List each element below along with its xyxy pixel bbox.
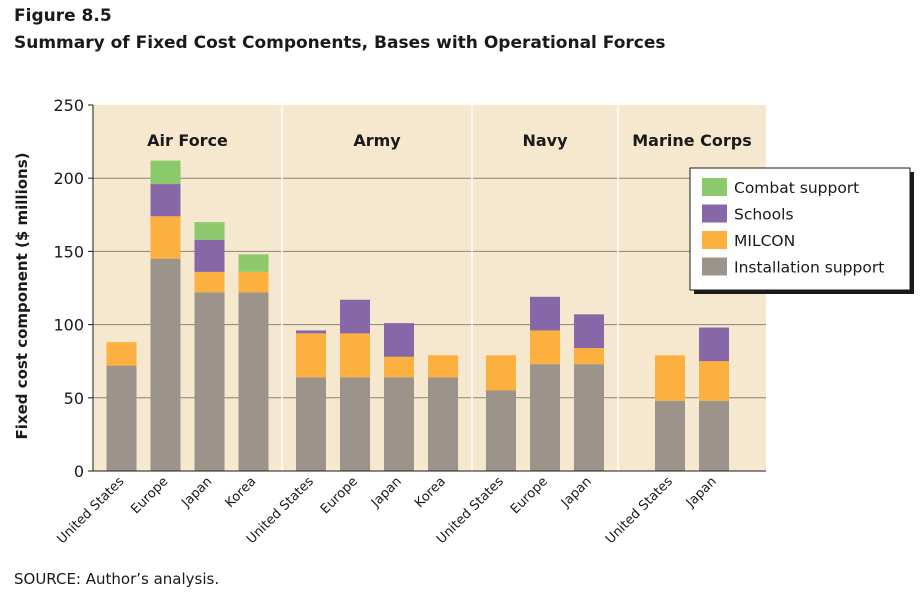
group-label: Army <box>353 131 401 150</box>
x-tick-label: United States <box>603 474 676 547</box>
x-tick-label: Korea <box>412 474 449 511</box>
bar-segment-milcon <box>384 356 414 378</box>
bar-segment-milcon <box>340 333 370 378</box>
bar-segment-milcon <box>574 348 604 365</box>
legend-swatch <box>702 178 727 196</box>
bar-segment-milcon <box>655 355 685 401</box>
figure-label: Figure 8.5 <box>14 6 112 26</box>
x-tick-label: Europe <box>318 474 361 517</box>
x-tick-label: Japan <box>178 474 215 511</box>
legend-label: Installation support <box>734 259 884 277</box>
legend-label: Combat support <box>734 179 859 197</box>
bar-segment-installation-support <box>530 364 560 471</box>
x-tick-label: Japan <box>683 474 720 511</box>
bar-segment-schools <box>340 299 370 334</box>
bar-segment-schools <box>530 296 560 331</box>
legend-swatch <box>702 257 727 276</box>
y-tick-label: 250 <box>53 96 84 115</box>
bar-segment-milcon <box>238 271 269 293</box>
source-note: SOURCE: Author’s analysis. <box>14 570 220 588</box>
y-axis-label: Fixed cost component ($ millions) <box>13 153 31 440</box>
figure-title: Summary of Fixed Cost Components, Bases … <box>14 33 666 53</box>
bar-segment-combat-support <box>238 254 269 272</box>
x-tick-label: Europe <box>508 474 551 517</box>
bar-segment-installation-support <box>384 377 414 471</box>
bar-segment-milcon <box>106 342 137 366</box>
x-tick-label: Europe <box>128 474 171 517</box>
bar-segment-milcon <box>699 361 729 401</box>
y-tick-label: 50 <box>64 389 84 408</box>
y-tick-label: 200 <box>53 169 84 188</box>
bar-segment-installation-support <box>150 258 181 471</box>
bar-segment-milcon <box>486 355 516 391</box>
x-tick-label: Korea <box>223 474 260 511</box>
x-tick-label: Japan <box>368 474 405 511</box>
group-label: Navy <box>522 131 568 150</box>
bar-segment-milcon <box>530 330 560 365</box>
y-tick-label: 150 <box>53 242 84 261</box>
bar-segment-milcon <box>194 271 225 293</box>
y-tick-label: 0 <box>74 462 84 481</box>
bar-segment-installation-support <box>340 377 370 471</box>
legend-label: MILCON <box>734 232 795 250</box>
legend-swatch <box>702 231 727 249</box>
bar-segment-milcon <box>296 333 326 378</box>
bar-segment-schools <box>699 327 729 362</box>
y-tick-label: 100 <box>53 316 84 335</box>
bar-segment-installation-support <box>296 377 326 471</box>
bar-segment-schools <box>574 314 604 349</box>
bar-segment-schools <box>296 330 326 334</box>
group-label: Marine Corps <box>632 131 752 150</box>
bar-segment-schools <box>384 323 414 357</box>
bar-segment-installation-support <box>194 292 225 471</box>
bar-segment-installation-support <box>574 364 604 471</box>
bar-segment-installation-support <box>699 400 729 471</box>
bar-segment-schools <box>150 184 181 217</box>
x-tick-label: Japan <box>558 474 595 511</box>
bar-segment-milcon <box>150 216 181 259</box>
bar-segment-installation-support <box>486 390 516 471</box>
legend-swatch <box>702 204 727 223</box>
bar-segment-installation-support <box>238 292 269 471</box>
bar-segment-milcon <box>428 355 458 378</box>
bar-segment-installation-support <box>428 377 458 471</box>
group-label: Air Force <box>147 131 228 150</box>
bar-segment-combat-support <box>194 222 225 240</box>
x-tick-label: United States <box>54 474 127 547</box>
bar-segment-installation-support <box>106 365 137 471</box>
bar-segment-schools <box>194 239 225 272</box>
bar-segment-installation-support <box>655 400 685 471</box>
legend-label: Schools <box>734 206 794 224</box>
bar-segment-combat-support <box>150 160 181 185</box>
